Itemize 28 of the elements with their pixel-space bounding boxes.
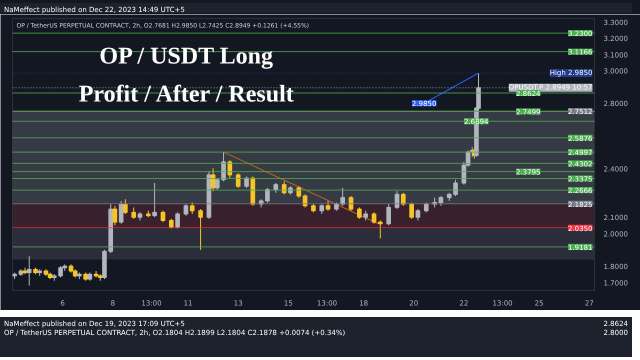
candlestick [123, 198, 128, 214]
candlestick [386, 204, 391, 226]
candlestick [357, 206, 362, 220]
candlestick [273, 182, 278, 194]
candlestick [326, 200, 330, 212]
text: OP / USDT Long [99, 44, 274, 70]
candlestick [160, 210, 166, 223]
candlestick [184, 204, 188, 216]
candlestick [319, 204, 324, 214]
candlestick [112, 205, 118, 226]
candlestick [378, 220, 383, 239]
candlestick [175, 212, 180, 230]
candlestick [131, 206, 136, 220]
text: Profit / After / Result [78, 82, 294, 108]
candlestick [394, 190, 400, 210]
candlestick [236, 172, 241, 188]
candlestick [152, 182, 157, 218]
candlestick [416, 208, 420, 221]
candlestick [26, 256, 32, 286]
candlestick [190, 202, 195, 214]
candlestick [372, 212, 376, 224]
candlestick [348, 196, 354, 212]
candlestick [409, 202, 414, 220]
candlestick [244, 176, 249, 188]
candlestick [363, 210, 368, 221]
candlestick [198, 208, 203, 250]
candlestick [282, 180, 286, 195]
candlestick [438, 196, 444, 206]
